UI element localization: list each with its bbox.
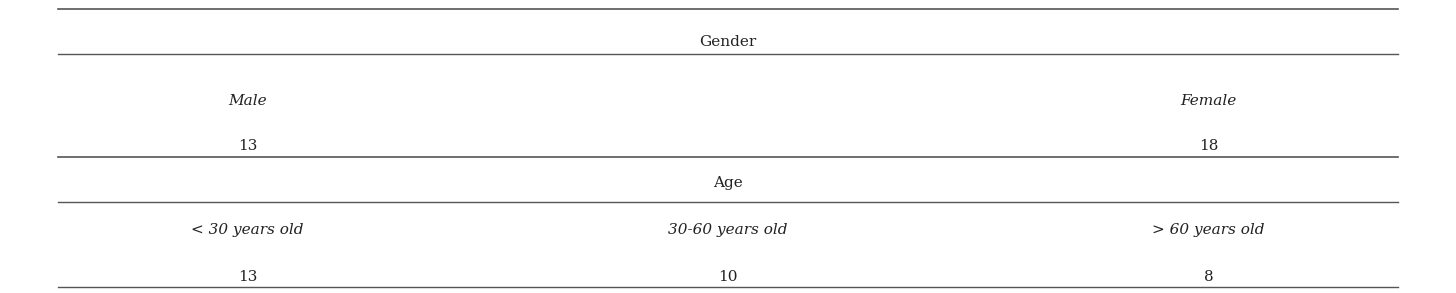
Text: Male: Male (229, 94, 266, 108)
Text: 8: 8 (1204, 270, 1213, 284)
Text: < 30 years old: < 30 years old (191, 223, 304, 237)
Text: 30-60 years old: 30-60 years old (668, 223, 788, 237)
Text: 13: 13 (237, 139, 258, 153)
Text: 13: 13 (237, 270, 258, 284)
Text: 18: 18 (1198, 139, 1219, 153)
Text: Female: Female (1181, 94, 1236, 108)
Text: Gender: Gender (699, 35, 757, 49)
Text: > 60 years old: > 60 years old (1152, 223, 1265, 237)
Text: Age: Age (713, 176, 743, 190)
Text: 10: 10 (718, 270, 738, 284)
